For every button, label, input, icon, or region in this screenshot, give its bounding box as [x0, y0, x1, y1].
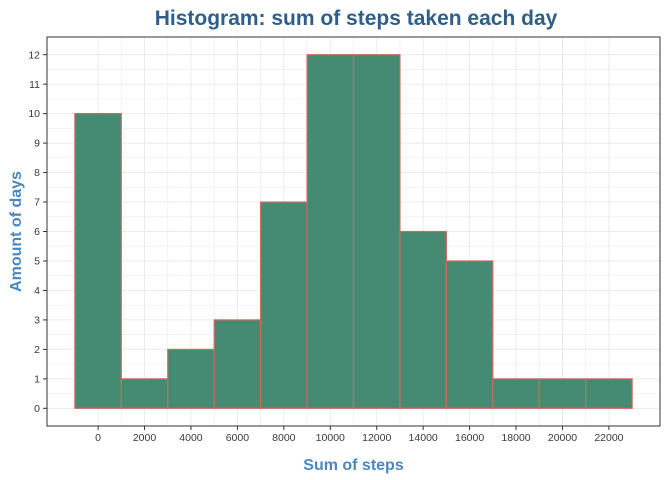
histogram-bar [120, 378, 169, 409]
y-tick-label: 11 [29, 79, 40, 91]
x-tick-label: 18000 [501, 432, 530, 444]
y-tick-label: 7 [34, 197, 40, 209]
bars [74, 54, 633, 409]
y-tick-label: 2 [34, 344, 40, 356]
y-tick-label: 4 [34, 285, 40, 297]
histogram-bar [492, 378, 540, 409]
x-tick-label: 20000 [548, 432, 577, 444]
y-tick-label: 3 [34, 315, 40, 327]
y-tick-label: 5 [34, 256, 40, 268]
x-tick-label: 22000 [594, 432, 623, 444]
histogram-bar [260, 201, 308, 409]
x-tick-label: 10000 [316, 432, 345, 444]
histogram-bar [167, 348, 215, 409]
y-tick-label: 6 [34, 226, 40, 238]
x-tick-label: 2000 [133, 432, 157, 444]
histogram-bar [445, 260, 494, 409]
x-tick-label: 16000 [455, 432, 484, 444]
x-tick-label: 12000 [362, 432, 391, 444]
y-tick-label: 12 [28, 49, 40, 61]
histogram-bar [399, 230, 447, 409]
x-tick-label: 14000 [409, 432, 438, 444]
histogram-bar [538, 378, 587, 409]
x-tick-label: 0 [95, 432, 101, 444]
x-axis-ticks: 0 2000 4000 6000 8000 10000 12000 14000 16000 180… [95, 426, 624, 444]
y-axis-title: Amount of days [8, 171, 25, 292]
y-tick-label: 1 [34, 373, 40, 385]
y-tick-label: 10 [28, 108, 40, 120]
histogram-bar [306, 54, 355, 409]
histogram-bar [585, 378, 633, 409]
chart-title: Histogram: sum of steps taken each day [155, 7, 558, 30]
x-tick-label: 4000 [179, 432, 203, 444]
y-tick-label: 9 [34, 138, 40, 150]
histogram-bar [352, 54, 401, 409]
y-tick-label: 0 [34, 403, 40, 415]
histogram-bar [74, 113, 122, 409]
y-tick-label: 8 [34, 167, 40, 179]
x-tick-label: 8000 [272, 432, 296, 444]
x-tick-label: 6000 [226, 432, 250, 444]
histogram-bar [213, 319, 262, 409]
x-axis-title: Sum of steps [303, 457, 404, 474]
